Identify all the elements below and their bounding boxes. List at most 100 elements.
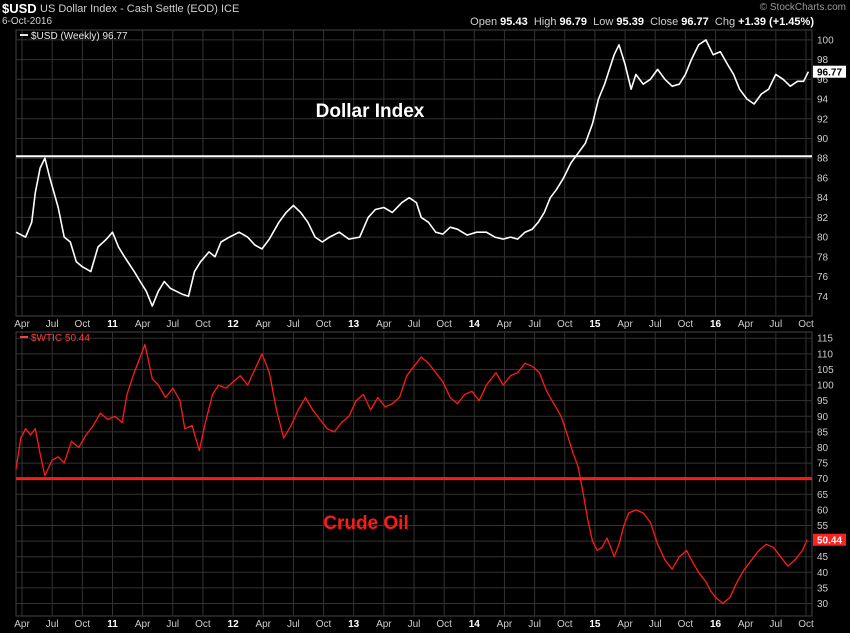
chart-subtitle: US Dollar Index - Cash Settle (EOD) ICE	[40, 3, 240, 15]
oil-xtick-label: Jul	[769, 619, 782, 630]
usd-xtick-label: Apr	[738, 319, 754, 330]
usd-xtick-label: Oct	[798, 319, 814, 330]
usd-xtick-label: 12	[228, 319, 240, 330]
symbol-title: $USD	[2, 1, 37, 16]
high-label: High	[533, 16, 557, 28]
usd-xtick-label: Apr	[14, 319, 30, 330]
usd-xtick-label: 14	[469, 319, 481, 330]
oil-legend: $WTIC 50.44	[31, 333, 90, 344]
oil-xtick-label: Oct	[798, 619, 814, 630]
oil-series-line	[15, 343, 808, 605]
oil-last-value-label: 50.44	[817, 536, 842, 547]
oil-xtick-label: Jul	[408, 619, 421, 630]
close-label: Close	[650, 16, 679, 28]
usd-ytick-label: 92	[817, 114, 829, 125]
high-value: 96.79	[559, 16, 588, 28]
oil-ytick-label: 75	[817, 459, 829, 470]
low-value: 95.39	[616, 16, 644, 28]
usd-xtick-label: Oct	[557, 319, 573, 330]
oil-ytick-label: 40	[817, 568, 829, 579]
oil-xtick-label: Jul	[166, 619, 179, 630]
usd-legend-swatch	[20, 34, 28, 36]
usd-xtick-label: Jul	[166, 319, 179, 330]
oil-ytick-label: 90	[817, 412, 829, 423]
chart-date: 6-Oct-2016	[2, 16, 53, 27]
usd-xtick-label: Apr	[617, 319, 633, 330]
usd-annotation: Dollar Index	[316, 101, 425, 122]
oil-ytick-label: 100	[817, 381, 834, 392]
oil-ytick-label: 45	[817, 552, 829, 563]
oil-xtick-label: Oct	[316, 619, 332, 630]
oil-ytick-label: 95	[817, 396, 829, 407]
oil-xtick-label: Oct	[678, 619, 694, 630]
usd-xtick-label: Apr	[255, 319, 271, 330]
oil-panel: 3035404550556065707580859095100105110115…	[14, 331, 846, 630]
usd-xtick-label: Jul	[287, 319, 300, 330]
ohlc-readout: Open 95.43 High 96.79 Low 95.39 Close 96…	[470, 16, 814, 28]
oil-last-value-box	[813, 533, 846, 546]
oil-xtick-label: 13	[348, 619, 360, 630]
usd-xtick-label: Apr	[376, 319, 392, 330]
oil-xtick-label: Oct	[195, 619, 211, 630]
oil-xtick-label: Jul	[287, 619, 300, 630]
usd-xtick-label: Oct	[316, 319, 332, 330]
oil-ytick-label: 85	[817, 427, 829, 438]
usd-xtick-label: 13	[348, 319, 360, 330]
usd-last-value-label: 96.77	[817, 68, 842, 79]
chart-header: $USD US Dollar Index - Cash Settle (EOD)…	[0, 0, 850, 30]
oil-xtick-label: 15	[589, 619, 601, 630]
oil-xtick-label: Apr	[376, 619, 392, 630]
usd-xtick-label: Oct	[75, 319, 91, 330]
oil-xtick-label: Apr	[738, 619, 754, 630]
usd-last-value-box	[813, 65, 846, 78]
oil-ytick-label: 110	[817, 349, 833, 360]
oil-xtick-label: Jul	[46, 619, 59, 630]
usd-xtick-label: Jul	[408, 319, 421, 330]
oil-ytick-label: 65	[817, 490, 829, 501]
usd-ytick-label: 98	[817, 55, 829, 66]
oil-xtick-label: Apr	[14, 619, 30, 630]
usd-ytick-label: 80	[817, 233, 829, 244]
usd-xtick-label: Jul	[769, 319, 782, 330]
oil-xtick-label: Jul	[528, 619, 541, 630]
oil-xtick-label: 12	[228, 619, 240, 630]
usd-xtick-label: Jul	[46, 319, 59, 330]
oil-xtick-label: Oct	[557, 619, 573, 630]
usd-xtick-label: Apr	[135, 319, 151, 330]
oil-xtick-label: Jul	[649, 619, 662, 630]
usd-xtick-label: 11	[107, 319, 118, 330]
usd-xtick-label: 16	[710, 319, 722, 330]
oil-ytick-label: 60	[817, 505, 829, 516]
oil-xtick-label: Apr	[135, 619, 151, 630]
open-value: 95.43	[500, 16, 528, 28]
usd-xtick-label: Jul	[528, 319, 541, 330]
oil-ytick-label: 35	[817, 583, 829, 594]
chg-label: Chg	[714, 16, 736, 28]
usd-ytick-label: 96	[817, 75, 829, 86]
oil-ytick-label: 115	[817, 334, 833, 345]
usd-ytick-label: 94	[817, 95, 829, 106]
oil-annotation: Crude Oil	[323, 513, 409, 534]
usd-ytick-label: 82	[817, 213, 829, 224]
oil-ytick-label: 30	[817, 599, 829, 610]
open-label: Open	[470, 16, 498, 28]
oil-xtick-label: Oct	[436, 619, 452, 630]
usd-xtick-label: Apr	[497, 319, 513, 330]
oil-xtick-label: 16	[710, 619, 722, 630]
low-label: Low	[593, 16, 614, 28]
usd-ytick-label: 78	[817, 252, 829, 263]
usd-panel: 74 76 78 80 82 84 86 88 90 92 94 96 98 100 Apr Jul Oct 11…	[14, 29, 846, 330]
oil-ytick-label: 55	[817, 521, 829, 532]
oil-xtick-label: Apr	[255, 619, 271, 630]
usd-xtick-label: Oct	[195, 319, 211, 330]
oil-ytick-label: 105	[817, 365, 834, 376]
usd-ytick-label: 100	[817, 35, 834, 46]
oil-xtick-label: 11	[107, 619, 118, 630]
usd-xtick-label: Jul	[649, 319, 662, 330]
usd-ytick-label: 86	[817, 173, 829, 184]
chg-value: +1.39 (+1.45%)	[738, 16, 814, 28]
close-value: 96.77	[681, 16, 709, 28]
usd-xtick-label: Oct	[678, 319, 694, 330]
oil-xtick-label: Apr	[617, 619, 633, 630]
